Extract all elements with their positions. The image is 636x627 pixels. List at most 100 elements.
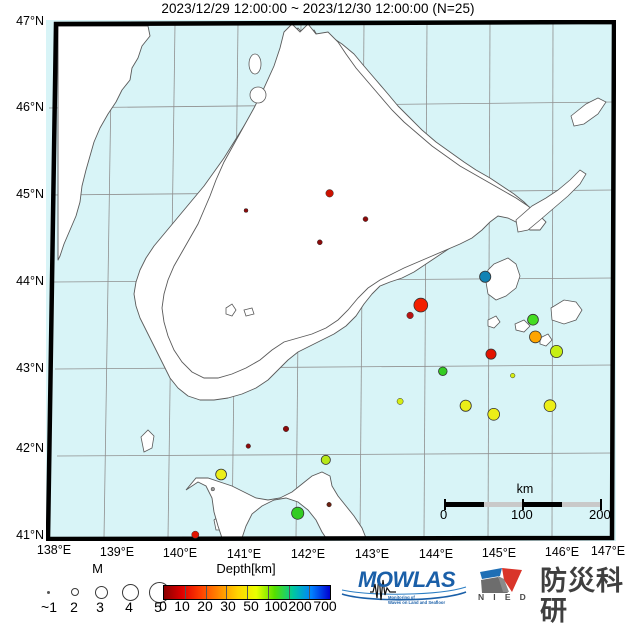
depth-label-700: 700 (313, 598, 337, 614)
lat-label-42: 42°N (16, 441, 44, 455)
island-habomai-a (514, 319, 531, 333)
earthquake-marker[interactable] (479, 270, 492, 283)
island-iturup-n (570, 97, 607, 127)
earthquake-marker[interactable] (543, 399, 557, 413)
earthquake-marker[interactable] (396, 398, 404, 405)
earthquake-marker[interactable] (215, 468, 227, 481)
depth-bar-tick (267, 586, 269, 599)
earthquake-marker[interactable] (210, 487, 215, 492)
scale-end-mid (522, 499, 524, 510)
depth-label-0: 0 (159, 598, 167, 614)
magnitude-symbol-2 (71, 588, 79, 596)
depth-bar-tick (184, 586, 186, 599)
nied-japanese-name: 防災科研 (540, 566, 624, 627)
depth-bar-tick (205, 586, 207, 599)
earthquake-marker[interactable] (438, 366, 448, 377)
depth-label-100: 100 (264, 598, 288, 614)
lon-label-145: 145°E (481, 546, 517, 560)
mowlas-wordmark: MOWLAS (358, 567, 456, 592)
mowlas-waveform-icon (341, 574, 467, 601)
earthquake-marker[interactable] (243, 208, 249, 213)
island-rishiri (249, 86, 267, 104)
magnitude-legend-title: M (92, 561, 103, 576)
magnitude-symbol-3 (95, 586, 108, 599)
depth-bar-tick (226, 586, 228, 599)
magnitude-label-2: 2 (70, 599, 78, 615)
depth-label-20: 20 (197, 598, 213, 614)
earthquake-marker[interactable] (406, 311, 414, 319)
map-border (46, 20, 616, 541)
earthquake-marker[interactable] (549, 344, 563, 358)
scale-end-left (444, 499, 446, 510)
lat-label-45: 45°N (16, 187, 44, 201)
magnitude-label-5: 5 (154, 599, 162, 615)
earthquake-marker[interactable] (487, 407, 501, 421)
island-shikotan (550, 299, 583, 325)
scale-bar: km 0 100 200 (440, 482, 611, 522)
earthquake-markers (191, 189, 563, 539)
depth-bar-tick (247, 586, 248, 599)
depth-label-30: 30 (220, 598, 236, 614)
earthquake-marker[interactable] (459, 399, 472, 412)
scale-tick-100: 100 (511, 507, 533, 522)
lat-label-47: 47°N (16, 14, 44, 28)
earthquake-marker[interactable] (291, 506, 305, 520)
earthquake-marker[interactable] (529, 330, 542, 344)
lon-label-142: 142°E (290, 547, 326, 561)
earthquake-marker[interactable] (413, 297, 429, 313)
magnitude-label-4: 4 (125, 599, 133, 615)
lat-label-46: 46°N (16, 100, 44, 114)
depth-label-50: 50 (243, 598, 259, 614)
scale-seg-white-1 (484, 502, 522, 507)
landmass-sakhalin (57, 25, 151, 261)
island-tiny-b (243, 307, 255, 317)
lon-label-147: 147°E (590, 544, 626, 558)
mowlas-tagline: Monitoring of Waves on Land and Seafloor (388, 595, 445, 605)
earthquake-map-page: 2023/12/29 12:00:00 ~ 2023/12/30 12:00:0… (16, 1, 634, 627)
island-rebun (248, 53, 262, 75)
earthquake-marker[interactable] (527, 313, 539, 326)
scale-seg-black-1 (444, 502, 484, 507)
lat-label-44: 44°N (16, 274, 44, 288)
scale-seg-white-2 (562, 502, 602, 507)
island-habomai-b (487, 315, 501, 329)
island-etorofu (515, 169, 587, 233)
mowlas-tagline-line2: Waves on Land and Seafloor (388, 600, 446, 605)
magnitude-legend: M ~1 2 3 4 5 (30, 561, 170, 615)
earthquake-marker[interactable] (510, 373, 516, 379)
depth-label-10: 10 (174, 598, 190, 614)
lon-label-138: 138°E (36, 543, 72, 557)
depth-bar-tick (309, 586, 311, 599)
depth-color-bar (163, 585, 331, 600)
landmass-hokkaido-body (161, 23, 547, 379)
earthquake-marker[interactable] (326, 502, 332, 508)
lat-label-43: 43°N (16, 361, 44, 375)
lon-label-144: 144°E (418, 547, 454, 561)
depth-legend-title: Depth[km] (216, 561, 276, 576)
page-title: 2023/12/29 12:00:00 ~ 2023/12/30 12:00:0… (161, 1, 475, 16)
earthquake-marker[interactable] (325, 189, 334, 198)
earthquake-marker[interactable] (362, 216, 369, 222)
scale-tick-0: 0 (440, 507, 448, 522)
depth-legend: Depth[km] 0 10 20 30 50 100 200 700 (159, 561, 337, 614)
earthquake-marker[interactable] (191, 530, 200, 539)
map-canvas[interactable] (46, 20, 616, 541)
magnitude-label-3: 3 (96, 599, 104, 615)
mowlas-logo[interactable]: MOWLAS Monitoring of Waves on Land and S… (340, 566, 468, 608)
nied-logo[interactable]: N I E D 防災科研 (478, 566, 634, 627)
lon-label-141: 141°E (226, 547, 262, 561)
earthquake-marker[interactable] (485, 348, 497, 360)
lon-label-146: 146°E (544, 545, 580, 559)
depth-label-200: 200 (288, 598, 312, 614)
earthquake-marker[interactable] (245, 443, 251, 449)
scale-end-right (600, 499, 602, 510)
island-habomai-c (539, 333, 553, 347)
scale-tick-200: 200 (589, 507, 611, 522)
lon-label-140: 140°E (162, 546, 198, 560)
lon-label-143: 143°E (354, 547, 390, 561)
earthquake-marker[interactable] (317, 239, 323, 246)
mowlas-tagline-line1: Monitoring of (388, 595, 415, 600)
coastline-detail (161, 23, 547, 379)
earthquake-marker[interactable] (320, 454, 331, 465)
earthquake-marker[interactable] (282, 425, 290, 432)
